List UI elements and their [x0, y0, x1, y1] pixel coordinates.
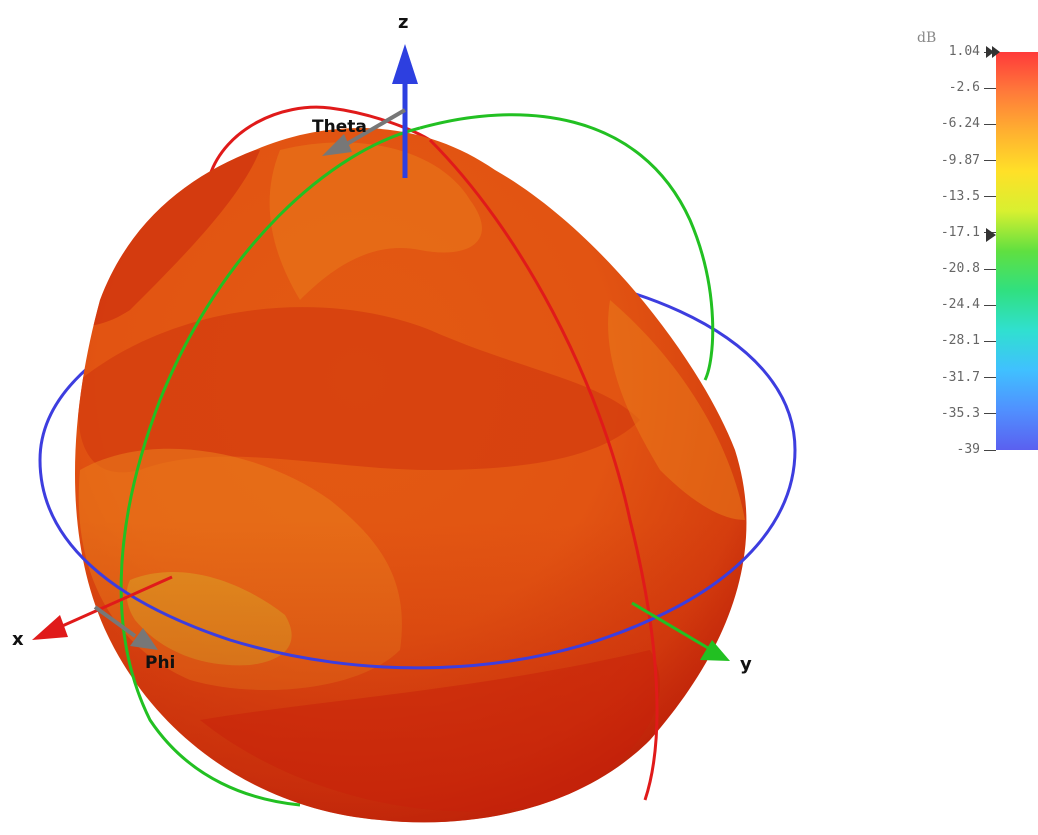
colorbar-tick: -2.6	[949, 80, 996, 96]
colorbar-tick-label: -20.8	[940, 261, 980, 277]
colorbar-tick-mark	[984, 304, 996, 306]
z-axis	[392, 44, 418, 178]
colorbar-tick-mark	[984, 268, 996, 270]
green-ring-back	[419, 113, 715, 381]
colorbar-tick-mark	[984, 87, 996, 89]
legend-unit: dB	[917, 30, 937, 46]
equator-ring	[38, 449, 797, 670]
colorbar-tick-mark	[984, 340, 996, 342]
y-axis	[631, 601, 730, 661]
colorbar-tick-label: -28.1	[940, 333, 980, 349]
colorbar-tick-label: 1.04	[948, 44, 980, 59]
colorbar-tick-label: -13.5	[940, 188, 980, 204]
colorbar-tick-label: -17.1	[940, 224, 980, 240]
surface-band-central	[78, 307, 641, 473]
colorbar-tick-label: -9.87	[940, 152, 980, 168]
theta-ring	[428, 138, 659, 801]
colorbar-tick-mark	[984, 377, 996, 379]
colorbar-tick: -9.87	[941, 153, 996, 169]
radiation-pattern-plot: z Theta x Phi y	[12, 12, 797, 823]
colorbar-tick-label: -31.7	[940, 369, 980, 385]
max-marker-icon	[986, 46, 994, 58]
colorbar-tick: -13.5	[941, 189, 996, 205]
colorbar-tick: -24.4	[941, 297, 996, 313]
colorbar-tick-label: -2.6	[948, 80, 980, 96]
colorbar	[996, 52, 1038, 450]
colorbar-tick-label: -39	[956, 442, 980, 457]
theta-arrow	[322, 108, 407, 156]
colorbar-tick-label: -24.4	[940, 297, 980, 313]
max-marker-icon-2	[992, 46, 1000, 58]
x-axis-label: x	[12, 629, 24, 650]
colorbar-tick-mark	[984, 449, 996, 451]
colorbar-tick-mark	[984, 123, 996, 125]
colorbar-tick: -39	[957, 442, 996, 458]
colorbar-tick: -6.24	[941, 116, 996, 132]
colorbar-tick: -35.3	[941, 406, 996, 422]
theta-label: Theta	[312, 117, 367, 137]
phi-ring-green	[119, 126, 421, 807]
colorbar-tick-mark	[984, 196, 996, 198]
colorbar-markers	[986, 46, 1000, 242]
phi-arrow	[93, 605, 158, 650]
surface-band-light-upper	[269, 142, 482, 300]
colorbar-tick: -28.1	[941, 333, 996, 349]
surface-band-right	[608, 300, 745, 520]
phi-label: Phi	[145, 653, 175, 673]
colorbar-legend: dB 1.04 -2.6 -6.24 -9.87 -13.5 -17.1 -20.8 -24.…	[900, 30, 1038, 470]
colorbar-tick: -20.8	[941, 261, 996, 277]
threshold-marker-icon	[986, 228, 996, 242]
x-axis	[32, 575, 173, 640]
colorbar-tick: -31.7	[941, 370, 996, 386]
colorbar-tick-label: -35.3	[940, 405, 980, 421]
colorbar-tick-mark	[984, 160, 996, 162]
colorbar-tick-label: -6.24	[940, 116, 980, 132]
surface-band-bottom	[200, 650, 660, 812]
colorbar-tick-mark	[984, 413, 996, 415]
y-axis-label: y	[740, 654, 752, 675]
z-axis-label: z	[398, 12, 408, 33]
